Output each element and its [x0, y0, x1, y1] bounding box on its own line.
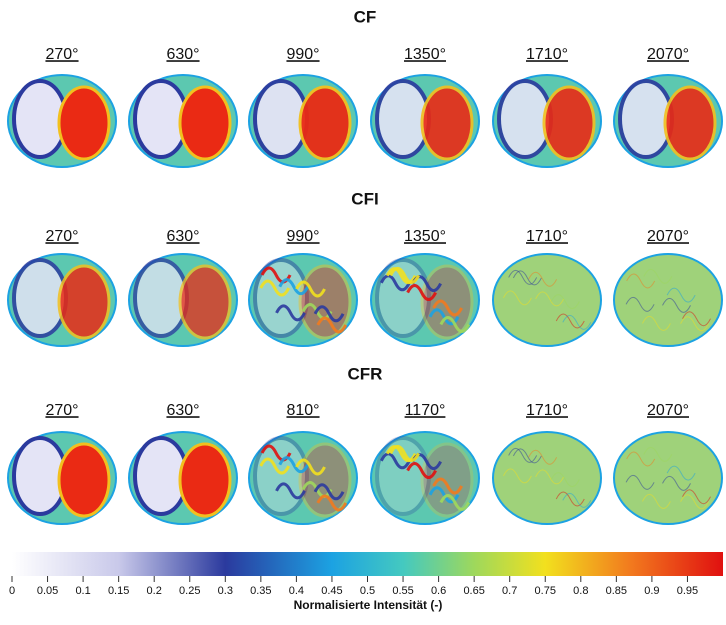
angle-label: 270° — [45, 46, 78, 63]
tick-label: 0.25 — [179, 585, 200, 597]
angle-label: 1710° — [526, 228, 568, 245]
angle-label: 630° — [166, 46, 199, 63]
tick-label: 0.9 — [644, 585, 659, 597]
red-region — [59, 266, 109, 338]
mixing-image — [614, 75, 722, 167]
tick-label: 0.6 — [431, 585, 446, 597]
tick-label: 0.35 — [250, 585, 271, 597]
mixing-image — [493, 75, 601, 167]
red-region — [59, 87, 109, 159]
tick-label: 0.85 — [606, 585, 627, 597]
mixing-image — [371, 432, 479, 524]
angle-label: 990° — [286, 228, 319, 245]
tick-label: 0.15 — [108, 585, 129, 597]
angle-label: 2070° — [647, 228, 689, 245]
mixing-image — [249, 75, 357, 167]
colorbar-label: Normalisierte Intensität (-) — [294, 598, 443, 612]
tick-label: 0.1 — [75, 585, 90, 597]
figure: Normalisierte Intensität (-) CF 270° 630° 9… — [0, 0, 726, 625]
tick-label: 0.55 — [392, 585, 413, 597]
red-region — [59, 444, 109, 516]
mixing-image — [8, 432, 116, 524]
tick-label: 0.7 — [502, 585, 517, 597]
mixing-image — [249, 432, 357, 524]
red-region — [180, 266, 230, 338]
red-region — [300, 87, 350, 159]
image-background — [493, 254, 601, 346]
red-region — [544, 87, 594, 159]
mixing-image — [249, 254, 357, 346]
red-region — [180, 444, 230, 516]
angle-label: 2070° — [647, 402, 689, 419]
red-region — [180, 87, 230, 159]
angle-label: 1350° — [404, 228, 446, 245]
angle-label: 1710° — [526, 402, 568, 419]
mixing-image — [371, 75, 479, 167]
angle-label: 630° — [166, 402, 199, 419]
red-region — [665, 87, 715, 159]
tick-label: 0.45 — [321, 585, 342, 597]
tick-label: 0.5 — [360, 585, 375, 597]
red-region — [300, 444, 350, 516]
angle-label: 1170° — [405, 402, 446, 419]
tick-label: 0.05 — [37, 585, 58, 597]
mixing-image — [129, 432, 237, 524]
tick-label: 0.95 — [677, 585, 698, 597]
panel-title: CFR — [348, 364, 383, 383]
image-background — [614, 432, 722, 524]
red-region — [422, 266, 472, 338]
mixing-image — [8, 254, 116, 346]
angle-label: 270° — [45, 402, 78, 419]
red-region — [300, 266, 350, 338]
angle-label: 990° — [286, 46, 319, 63]
angle-label: 2070° — [647, 46, 689, 63]
angle-label: 1710° — [526, 46, 568, 63]
tick-label: 0.2 — [147, 585, 162, 597]
image-background — [614, 254, 722, 346]
panel-title: CF — [354, 7, 377, 26]
angle-label: 1350° — [404, 46, 446, 63]
angle-label: 270° — [45, 228, 78, 245]
tick-label: 0.4 — [289, 585, 304, 597]
angle-label: 810° — [286, 402, 319, 419]
tick-label: 0 — [9, 585, 15, 597]
colorbar — [12, 552, 723, 576]
mixing-image — [614, 432, 722, 524]
mixing-image — [371, 254, 479, 346]
red-region — [422, 87, 472, 159]
tick-label: 0.65 — [463, 585, 484, 597]
red-region — [422, 444, 472, 516]
mixing-image — [614, 254, 722, 346]
mixing-image — [129, 75, 237, 167]
mixing-image — [129, 254, 237, 346]
image-background — [493, 432, 601, 524]
tick-label: 0.3 — [218, 585, 233, 597]
panel-title: CFI — [351, 189, 378, 208]
mixing-image — [8, 75, 116, 167]
tick-label: 0.75 — [535, 585, 556, 597]
mixing-image — [493, 432, 601, 524]
angle-label: 630° — [166, 228, 199, 245]
tick-label: 0.8 — [573, 585, 588, 597]
mixing-image — [493, 254, 601, 346]
